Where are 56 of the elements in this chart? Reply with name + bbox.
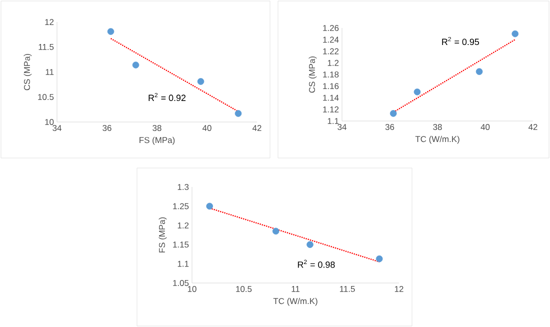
y-tick-label: 1.05 xyxy=(173,280,189,286)
x-tick-label: 11 xyxy=(292,286,300,292)
annotation: R$^{2}$ = 0.98 xyxy=(298,260,335,268)
y-tick-label: 10 xyxy=(45,119,54,125)
point xyxy=(512,30,518,38)
x-tick-label: 10 xyxy=(188,286,196,292)
point xyxy=(306,241,314,248)
y-tick-label: 11 xyxy=(46,69,54,75)
y-tick-label: 1.24 xyxy=(323,36,339,43)
point xyxy=(414,88,421,96)
y-tick-label: 1.26 xyxy=(323,25,339,31)
y-tick-label: 12 xyxy=(45,19,54,25)
x-tick-label: 36 xyxy=(102,125,112,132)
y-tick-label: 1.3 xyxy=(178,184,189,190)
y-axis-title: CS (MPa) xyxy=(308,56,317,93)
y-tick-label: 1.12 xyxy=(323,106,339,112)
y-tick-label: 11.5 xyxy=(38,44,54,50)
annotation: R$^{2}$ = 0.92 xyxy=(148,92,186,102)
y-tick-label: 1.1 xyxy=(328,118,339,124)
x-tick-label: 42 xyxy=(252,125,262,131)
y-axis-title: CS (MPa) xyxy=(24,54,32,90)
x-axis-title: TC (W/m.K) xyxy=(273,298,318,306)
y-tick-label: 1.18 xyxy=(323,72,339,78)
x-axis-title: TC (W/m.K) xyxy=(415,136,460,144)
y-tick-label: 1.2 xyxy=(178,222,189,228)
x-tick-label: 40 xyxy=(480,124,490,130)
point xyxy=(476,68,483,75)
point xyxy=(272,228,280,235)
x-tick-label: 38 xyxy=(433,124,442,130)
y-tick-label: 10.5 xyxy=(38,94,54,100)
x-tick-label: 38 xyxy=(152,125,162,132)
y-tick-label: 1.15 xyxy=(173,242,189,248)
x-tick-label: 11.5 xyxy=(340,286,355,292)
x-tick-label: 40 xyxy=(202,125,212,132)
point xyxy=(376,255,383,262)
y-tick-label: 1.1 xyxy=(178,260,189,267)
y-tick-label: 1.22 xyxy=(323,48,339,54)
point xyxy=(234,110,242,117)
y-tick-label: 1.16 xyxy=(323,83,339,90)
x-tick-label: 34 xyxy=(52,125,62,132)
y-tick-label: 1.25 xyxy=(173,203,189,210)
x-tick-label: 34 xyxy=(338,124,346,130)
x-tick-label: 42 xyxy=(528,124,538,130)
y-tick-label: 1.14 xyxy=(323,94,339,101)
x-tick-label: 10.5 xyxy=(236,286,252,292)
point xyxy=(132,62,140,68)
point xyxy=(197,78,204,85)
annotation: R$^{2}$ = 0.95 xyxy=(442,36,480,46)
x-tick-label: 36 xyxy=(385,124,394,130)
y-axis-title: FS (MPa) xyxy=(158,217,167,252)
point xyxy=(390,110,397,117)
y-tick-label: 1.2 xyxy=(328,60,339,66)
x-tick-label: 12 xyxy=(394,286,404,292)
point xyxy=(107,28,114,35)
point xyxy=(206,202,213,210)
x-axis-title: FS (MPa) xyxy=(140,136,175,145)
